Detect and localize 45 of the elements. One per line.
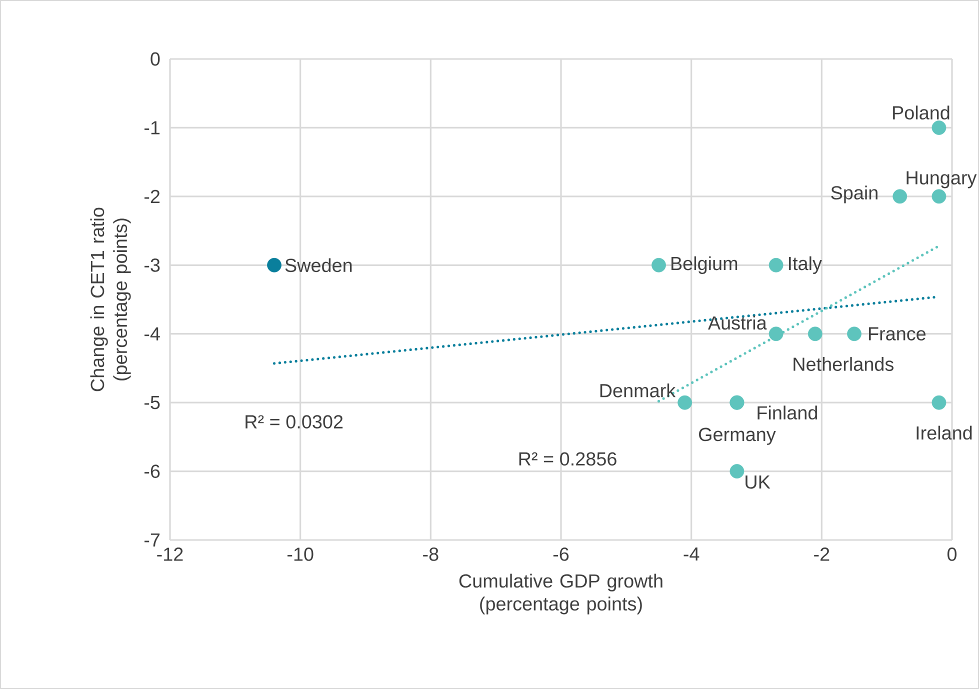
annotation: Netherlands bbox=[794, 357, 894, 371]
annotation: Italy bbox=[789, 256, 822, 274]
annotation: UK bbox=[746, 475, 770, 489]
y-tick-label: -6 bbox=[144, 464, 160, 478]
point bbox=[847, 326, 862, 342]
annotation: Ireland bbox=[916, 426, 972, 440]
y-tick-label: -2 bbox=[144, 190, 160, 204]
annotation: Finland bbox=[758, 406, 817, 420]
x-tick-label: -8 bbox=[423, 548, 438, 561]
x-tick-label: -10 bbox=[288, 548, 314, 561]
y-tick-label: -3 bbox=[144, 258, 160, 272]
point bbox=[932, 120, 946, 135]
x-tick-label: -4 bbox=[684, 548, 700, 561]
y-axis-title: Change in CET1 ratio (percentage points) bbox=[90, 208, 131, 392]
annotation: Austria bbox=[708, 316, 767, 330]
y-tick-label: 0 bbox=[150, 52, 160, 66]
y-tick-label: -1 bbox=[144, 121, 160, 134]
x-tick-label: 0 bbox=[947, 548, 957, 561]
y-tick-label: -4 bbox=[144, 327, 160, 340]
annotation: Denmark bbox=[600, 383, 676, 398]
point bbox=[892, 189, 908, 204]
y-tick-label: -5 bbox=[144, 396, 160, 410]
point bbox=[768, 258, 784, 272]
annotation: Germany bbox=[698, 428, 776, 445]
point bbox=[932, 395, 946, 410]
x-axis-title: Cumulative GDP growth (percentage points) bbox=[459, 574, 662, 614]
point bbox=[678, 395, 692, 410]
annotation: Poland bbox=[893, 106, 950, 120]
point bbox=[730, 464, 744, 478]
x-tick-label: -2 bbox=[814, 548, 830, 561]
annotation: France bbox=[869, 327, 926, 340]
annotation: Spain bbox=[831, 186, 878, 204]
annotation: R² = 0.2856 bbox=[519, 452, 616, 466]
point bbox=[932, 189, 946, 204]
annotation: Belgium bbox=[672, 256, 738, 274]
x-tick-label: -6 bbox=[553, 548, 569, 561]
annotation: Hungary bbox=[906, 171, 977, 188]
annotation: R² = 0.0302 bbox=[246, 415, 343, 429]
x-tick-label: -12 bbox=[157, 548, 183, 561]
y-tick-label: -7 bbox=[144, 533, 160, 547]
point bbox=[808, 326, 822, 342]
point bbox=[652, 258, 666, 272]
annotation: Sweden bbox=[285, 258, 352, 272]
point bbox=[768, 326, 784, 342]
point bbox=[267, 258, 282, 272]
